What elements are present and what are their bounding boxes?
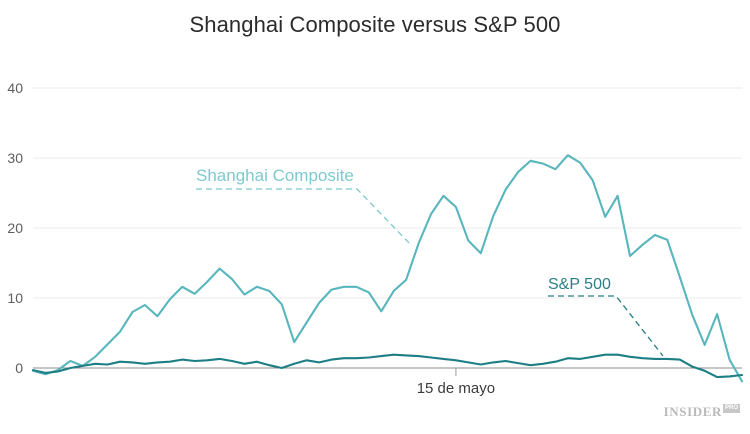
- x-axis-ticks: 15 de mayoJunio: [417, 368, 495, 397]
- gridlines: [33, 87, 742, 369]
- y-axis-tick-label: 30: [7, 150, 23, 166]
- series-lines: [31, 154, 744, 383]
- y-axis-tick-label: 40: [7, 80, 23, 96]
- annotation-sp-500-leader-line: [548, 295, 664, 357]
- annotation-shanghai-composite-leader-line: [196, 188, 413, 247]
- watermark-badge: PRO: [722, 404, 740, 413]
- y-axis-tick-label: 10: [7, 290, 23, 306]
- series-line-shanghai-composite: [31, 154, 744, 383]
- y-axis-tick-label: 0: [15, 360, 23, 376]
- chart-title: Shanghai Composite versus S&P 500: [189, 12, 561, 37]
- y-axis-tick-labels: 0 10 20 30 40: [7, 80, 23, 376]
- series-annotations: Shanghai Composite S&P 500: [196, 166, 664, 357]
- annotation-sp-500: S&P 500: [548, 276, 611, 293]
- y-axis-tick-label: 20: [7, 220, 23, 236]
- series-line-s-p-500: [31, 353, 744, 379]
- insider-pro-watermark: INSIDER PRO: [664, 404, 740, 420]
- x-axis-tick-label: 15 de mayo: [417, 380, 495, 397]
- watermark-text: INSIDER: [663, 404, 722, 419]
- annotation-shanghai-composite: Shanghai Composite: [196, 166, 354, 185]
